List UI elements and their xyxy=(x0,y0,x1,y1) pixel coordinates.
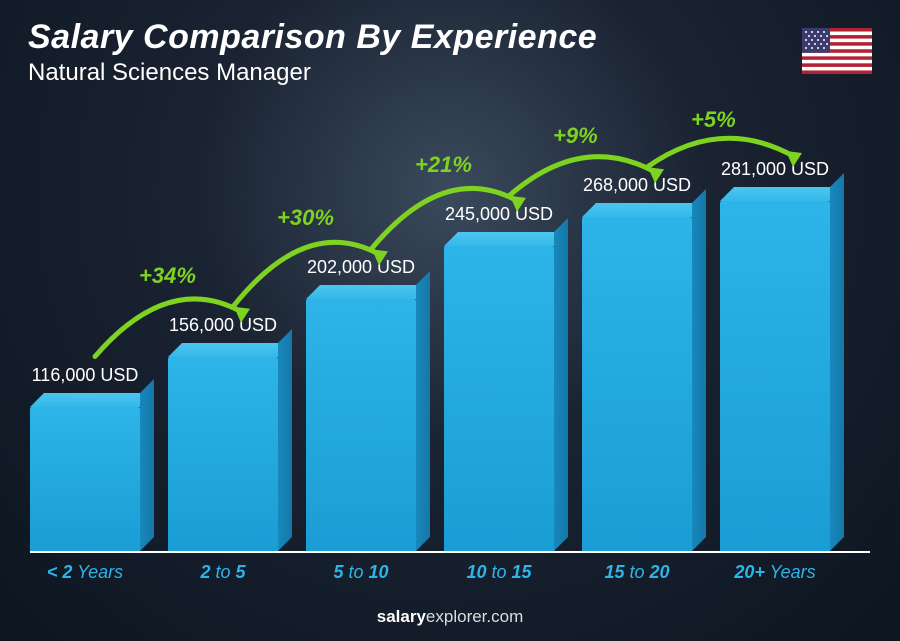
bar-value-label: 156,000 USD xyxy=(169,315,277,336)
bar-value-label: 245,000 USD xyxy=(445,204,553,225)
growth-label: +9% xyxy=(553,123,598,149)
bar-group: 281,000 USD20+ Years xyxy=(720,201,830,551)
growth-label: +34% xyxy=(139,263,196,289)
growth-label: +5% xyxy=(691,107,736,133)
footer-brand-bold: salary xyxy=(377,607,426,626)
bar-x-label: < 2 Years xyxy=(47,562,123,583)
footer-attribution: salaryexplorer.com xyxy=(0,607,900,627)
bar: 116,000 USD xyxy=(30,407,140,551)
bar-x-label: 15 to 20 xyxy=(604,562,669,583)
bar-x-label: 10 to 15 xyxy=(466,562,531,583)
bar: 156,000 USD xyxy=(168,357,278,551)
bar-group: 245,000 USD10 to 15 xyxy=(444,246,554,551)
bar-x-label: 2 to 5 xyxy=(200,562,245,583)
bar: 281,000 USD xyxy=(720,201,830,551)
bar-value-label: 202,000 USD xyxy=(307,257,415,278)
bar-group: 268,000 USD15 to 20 xyxy=(582,217,692,551)
bar-chart: 116,000 USD< 2 Years 156,000 USD2 to 5 +34… xyxy=(30,91,850,551)
bar: 202,000 USD xyxy=(306,299,416,551)
chart-baseline xyxy=(30,551,870,553)
header: Salary Comparison By Experience Natural … xyxy=(28,18,597,87)
bar-x-label: 20+ Years xyxy=(734,562,815,583)
growth-label: +30% xyxy=(277,205,334,231)
footer-brand-rest: explorer.com xyxy=(426,607,523,626)
growth-label: +21% xyxy=(415,152,472,178)
page-subtitle: Natural Sciences Manager xyxy=(28,59,597,87)
bar-group: 116,000 USD< 2 Years xyxy=(30,407,140,551)
bar: 268,000 USD xyxy=(582,217,692,551)
flag-icon xyxy=(802,28,872,74)
bar-x-label: 5 to 10 xyxy=(333,562,388,583)
bar-value-label: 281,000 USD xyxy=(721,159,829,180)
page-title: Salary Comparison By Experience xyxy=(28,18,597,57)
bar-group: 156,000 USD2 to 5 xyxy=(168,357,278,551)
bar: 245,000 USD xyxy=(444,246,554,551)
bar-value-label: 268,000 USD xyxy=(583,175,691,196)
bar-group: 202,000 USD5 to 10 xyxy=(306,299,416,551)
bar-value-label: 116,000 USD xyxy=(32,365,139,386)
